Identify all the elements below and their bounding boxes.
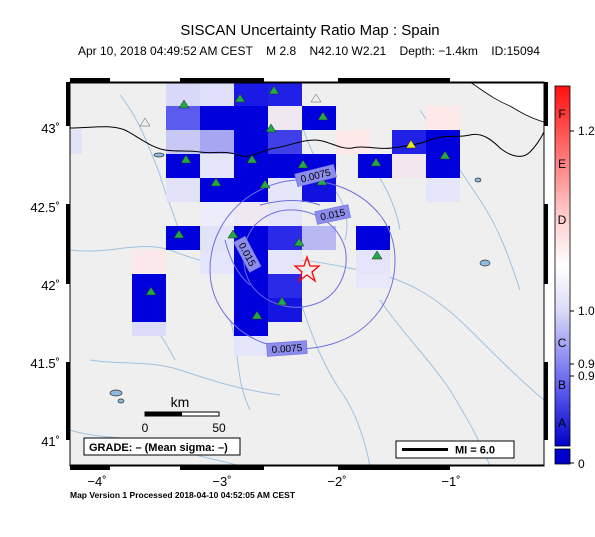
x-tick-label: −4˚: [87, 474, 106, 489]
colorbar-value: 0: [578, 457, 585, 471]
station-triangle: [310, 93, 322, 103]
frame-ticks: [66, 78, 548, 470]
stations: [139, 85, 451, 320]
y-tick-label: 41˚: [41, 434, 60, 449]
contour-label: 0.015: [320, 207, 347, 223]
y-tick-label: 41.5˚: [30, 356, 60, 371]
grade-letter: B: [558, 378, 566, 392]
station-triangle: [227, 229, 239, 239]
station-triangle: [251, 310, 263, 320]
contour-labels: 0.0075 0.015 0.015 0.0075: [233, 164, 352, 357]
station-triangle: [173, 229, 185, 239]
scale-bar: km 0 50: [142, 394, 226, 435]
grade-text: GRADE: – (Mean sigma: –): [89, 442, 228, 454]
colorbar: F E D C B A 1.2 1.0 0.9 0.9 0: [554, 85, 595, 471]
station-triangle: [439, 150, 451, 160]
station-triangle: [268, 85, 280, 95]
colorbar-value: 0.9: [578, 357, 595, 371]
station-triangle: [139, 117, 151, 127]
x-tick-label: −1˚: [441, 474, 460, 489]
grade-box: GRADE: – (Mean sigma: –): [83, 437, 241, 456]
event-info: Apr 10, 2018 04:49:52 AM CEST M 2.8 N42.…: [78, 44, 550, 58]
grade-letter: C: [558, 336, 567, 350]
event-magnitude: M 2.8: [266, 44, 297, 58]
colorbar-value: 0.9: [578, 369, 595, 383]
x-tick-label: −3˚: [212, 474, 231, 489]
coastline: [469, 82, 544, 123]
grade-letter: E: [558, 157, 566, 171]
colorbar-value: 1.2: [578, 124, 595, 138]
station-triangle: [210, 177, 222, 187]
station-triangle: [276, 296, 288, 306]
station-triangle: [246, 154, 258, 164]
station-triangle: [178, 99, 190, 109]
scale-unit: km: [171, 394, 190, 410]
contour-label: 0.0075: [271, 343, 303, 356]
station-triangle: [317, 111, 329, 121]
grade-letter: D: [558, 213, 567, 227]
sea-area: [470, 82, 544, 122]
grade-letter: A: [558, 416, 566, 430]
station-triangle: [265, 123, 277, 133]
mi-legend: MI = 6.0: [395, 440, 515, 459]
event-location: N42.10 W2.21: [309, 44, 387, 58]
event-id: ID:15094: [491, 44, 540, 58]
ratio-grid: [70, 82, 460, 356]
station-triangle: [293, 237, 305, 247]
y-tick-label: 42.5˚: [30, 200, 60, 215]
epicenter-star-icon: [293, 254, 321, 283]
national-border: [70, 126, 544, 157]
station-triangle: [297, 159, 309, 169]
station-triangle: [234, 93, 246, 103]
colorbar-value: 1.0: [578, 304, 595, 318]
station-triangle: [259, 179, 271, 189]
station-triangle: [405, 139, 417, 149]
event-date: Apr 10, 2018 04:49:52 AM CEST: [78, 44, 253, 58]
footer-text: Map Version 1 Processed 2018-04-10 04:52…: [70, 490, 296, 500]
map-title: SISCAN Uncertainty Ratio Map : Spain: [180, 22, 440, 39]
station-triangle: [371, 250, 383, 260]
scale-label: 0: [142, 421, 149, 435]
scale-label: 50: [212, 421, 226, 435]
event-depth: Depth: −1.4km: [399, 44, 478, 58]
station-triangle: [180, 154, 192, 164]
y-tick-label: 43˚: [41, 121, 60, 136]
grade-letter: F: [558, 107, 565, 121]
y-tick-label: 42˚: [41, 278, 60, 293]
station-triangle: [145, 286, 157, 296]
mi-label: MI = 6.0: [455, 445, 495, 457]
x-tick-label: −2˚: [327, 474, 346, 489]
station-triangle: [370, 157, 382, 167]
